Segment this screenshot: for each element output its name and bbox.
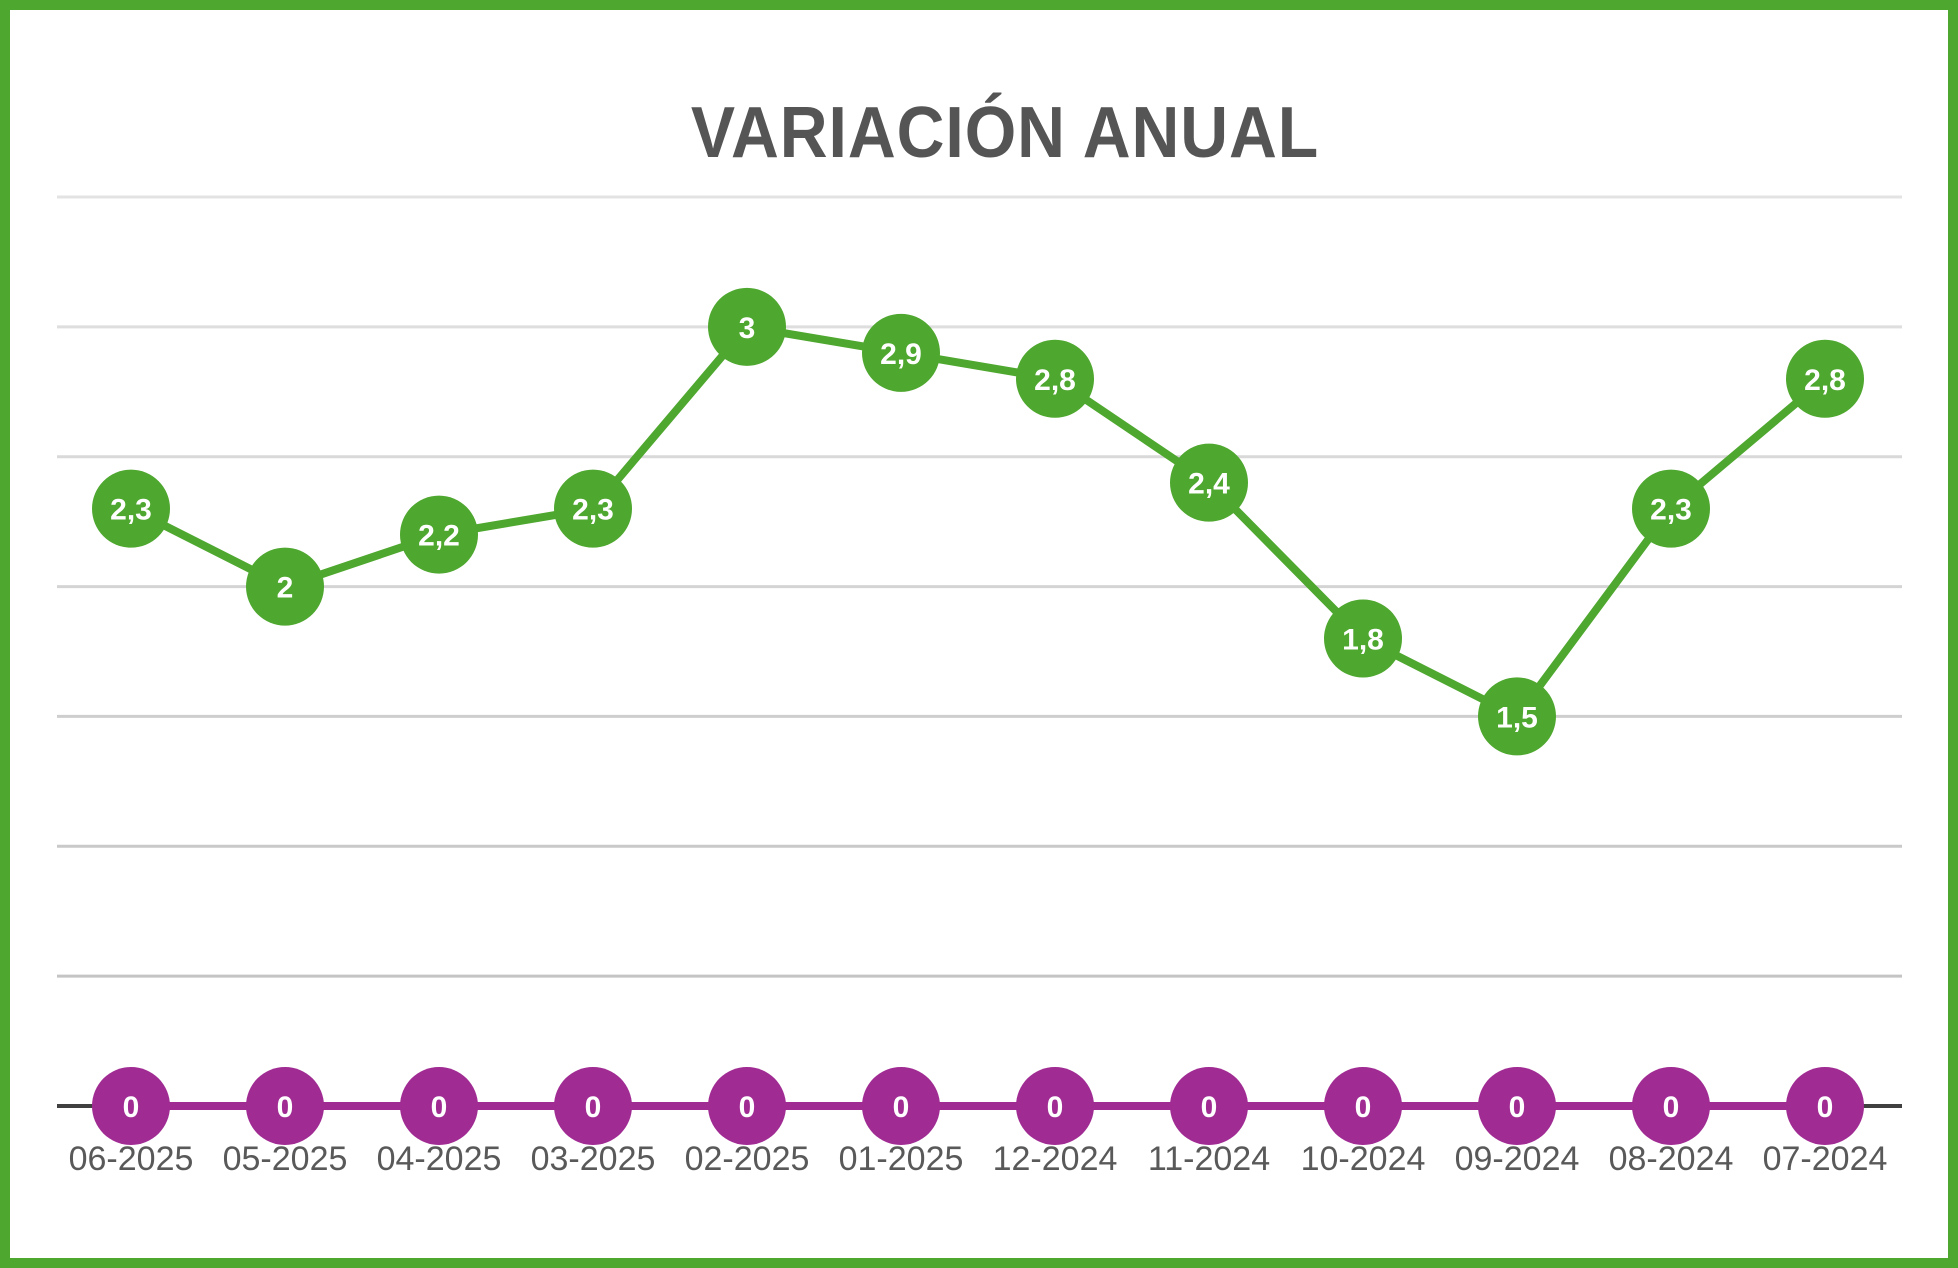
data-point (708, 1067, 786, 1145)
x-tick-label: 10-2024 (1301, 1140, 1426, 1178)
data-point (1786, 339, 1864, 418)
data-point (246, 1067, 324, 1145)
x-tick-label: 01-2025 (839, 1140, 964, 1178)
data-point (1170, 443, 1248, 522)
data-label: 2,3 (110, 494, 152, 527)
data-label: 2,8 (1804, 364, 1846, 397)
data-label: 0 (585, 1091, 602, 1124)
data-label: 0 (1509, 1091, 1526, 1124)
data-label: 0 (277, 1091, 294, 1124)
data-label: 0 (1201, 1091, 1218, 1124)
x-tick-label: 12-2024 (993, 1140, 1118, 1178)
data-point (400, 495, 478, 574)
series-line (127, 322, 1829, 721)
x-tick-label: 05-2025 (223, 1140, 348, 1178)
data-label: 2,2 (418, 520, 460, 553)
data-label: 1,5 (1496, 701, 1538, 734)
data-label: 0 (123, 1091, 140, 1124)
data-point (1324, 599, 1402, 678)
data-point (862, 1067, 940, 1145)
chart-title: VARIACIÓN ANUAL (690, 93, 1320, 173)
x-tick-label: 08-2024 (1609, 1140, 1734, 1178)
data-point (92, 1067, 170, 1145)
data-point (1478, 1067, 1556, 1145)
x-tick-label: 09-2024 (1455, 1140, 1580, 1178)
data-label: 0 (739, 1091, 756, 1124)
data-label: 2,3 (1650, 494, 1692, 527)
data-point (708, 287, 786, 366)
data-label: 3 (739, 312, 756, 345)
data-point (1478, 677, 1556, 756)
data-label: 2,4 (1188, 468, 1230, 501)
x-tick-label: 06-2025 (69, 1140, 194, 1178)
data-label: 2 (277, 572, 294, 605)
data-label: 2,3 (572, 494, 614, 527)
data-label: 2,9 (880, 338, 922, 371)
data-label: 1,8 (1342, 624, 1384, 657)
data-point (400, 1067, 478, 1145)
data-point (246, 547, 324, 626)
x-tick-label: 02-2025 (685, 1140, 810, 1178)
data-point (1786, 1067, 1864, 1145)
data-label: 0 (1355, 1091, 1372, 1124)
data-point (1632, 469, 1710, 548)
data-label: 0 (1047, 1091, 1064, 1124)
data-point (554, 1067, 632, 1145)
data-label: 0 (431, 1091, 448, 1124)
x-tick-label: 07-2024 (1763, 1140, 1888, 1178)
x-tick-label: 04-2025 (377, 1140, 502, 1178)
data-point (554, 469, 632, 548)
data-point (1324, 1067, 1402, 1145)
data-point (862, 313, 940, 392)
data-point (1632, 1067, 1710, 1145)
data-point (1016, 339, 1094, 418)
data-label: 0 (1817, 1091, 1834, 1124)
x-tick-label: 03-2025 (531, 1140, 656, 1178)
data-label: 0 (893, 1091, 910, 1124)
data-point (1016, 1067, 1094, 1145)
data-point (1170, 1067, 1248, 1145)
x-tick-label: 11-2024 (1148, 1140, 1270, 1178)
data-point (92, 469, 170, 548)
data-label: 0 (1663, 1091, 1680, 1124)
data-label: 2,8 (1034, 364, 1076, 397)
